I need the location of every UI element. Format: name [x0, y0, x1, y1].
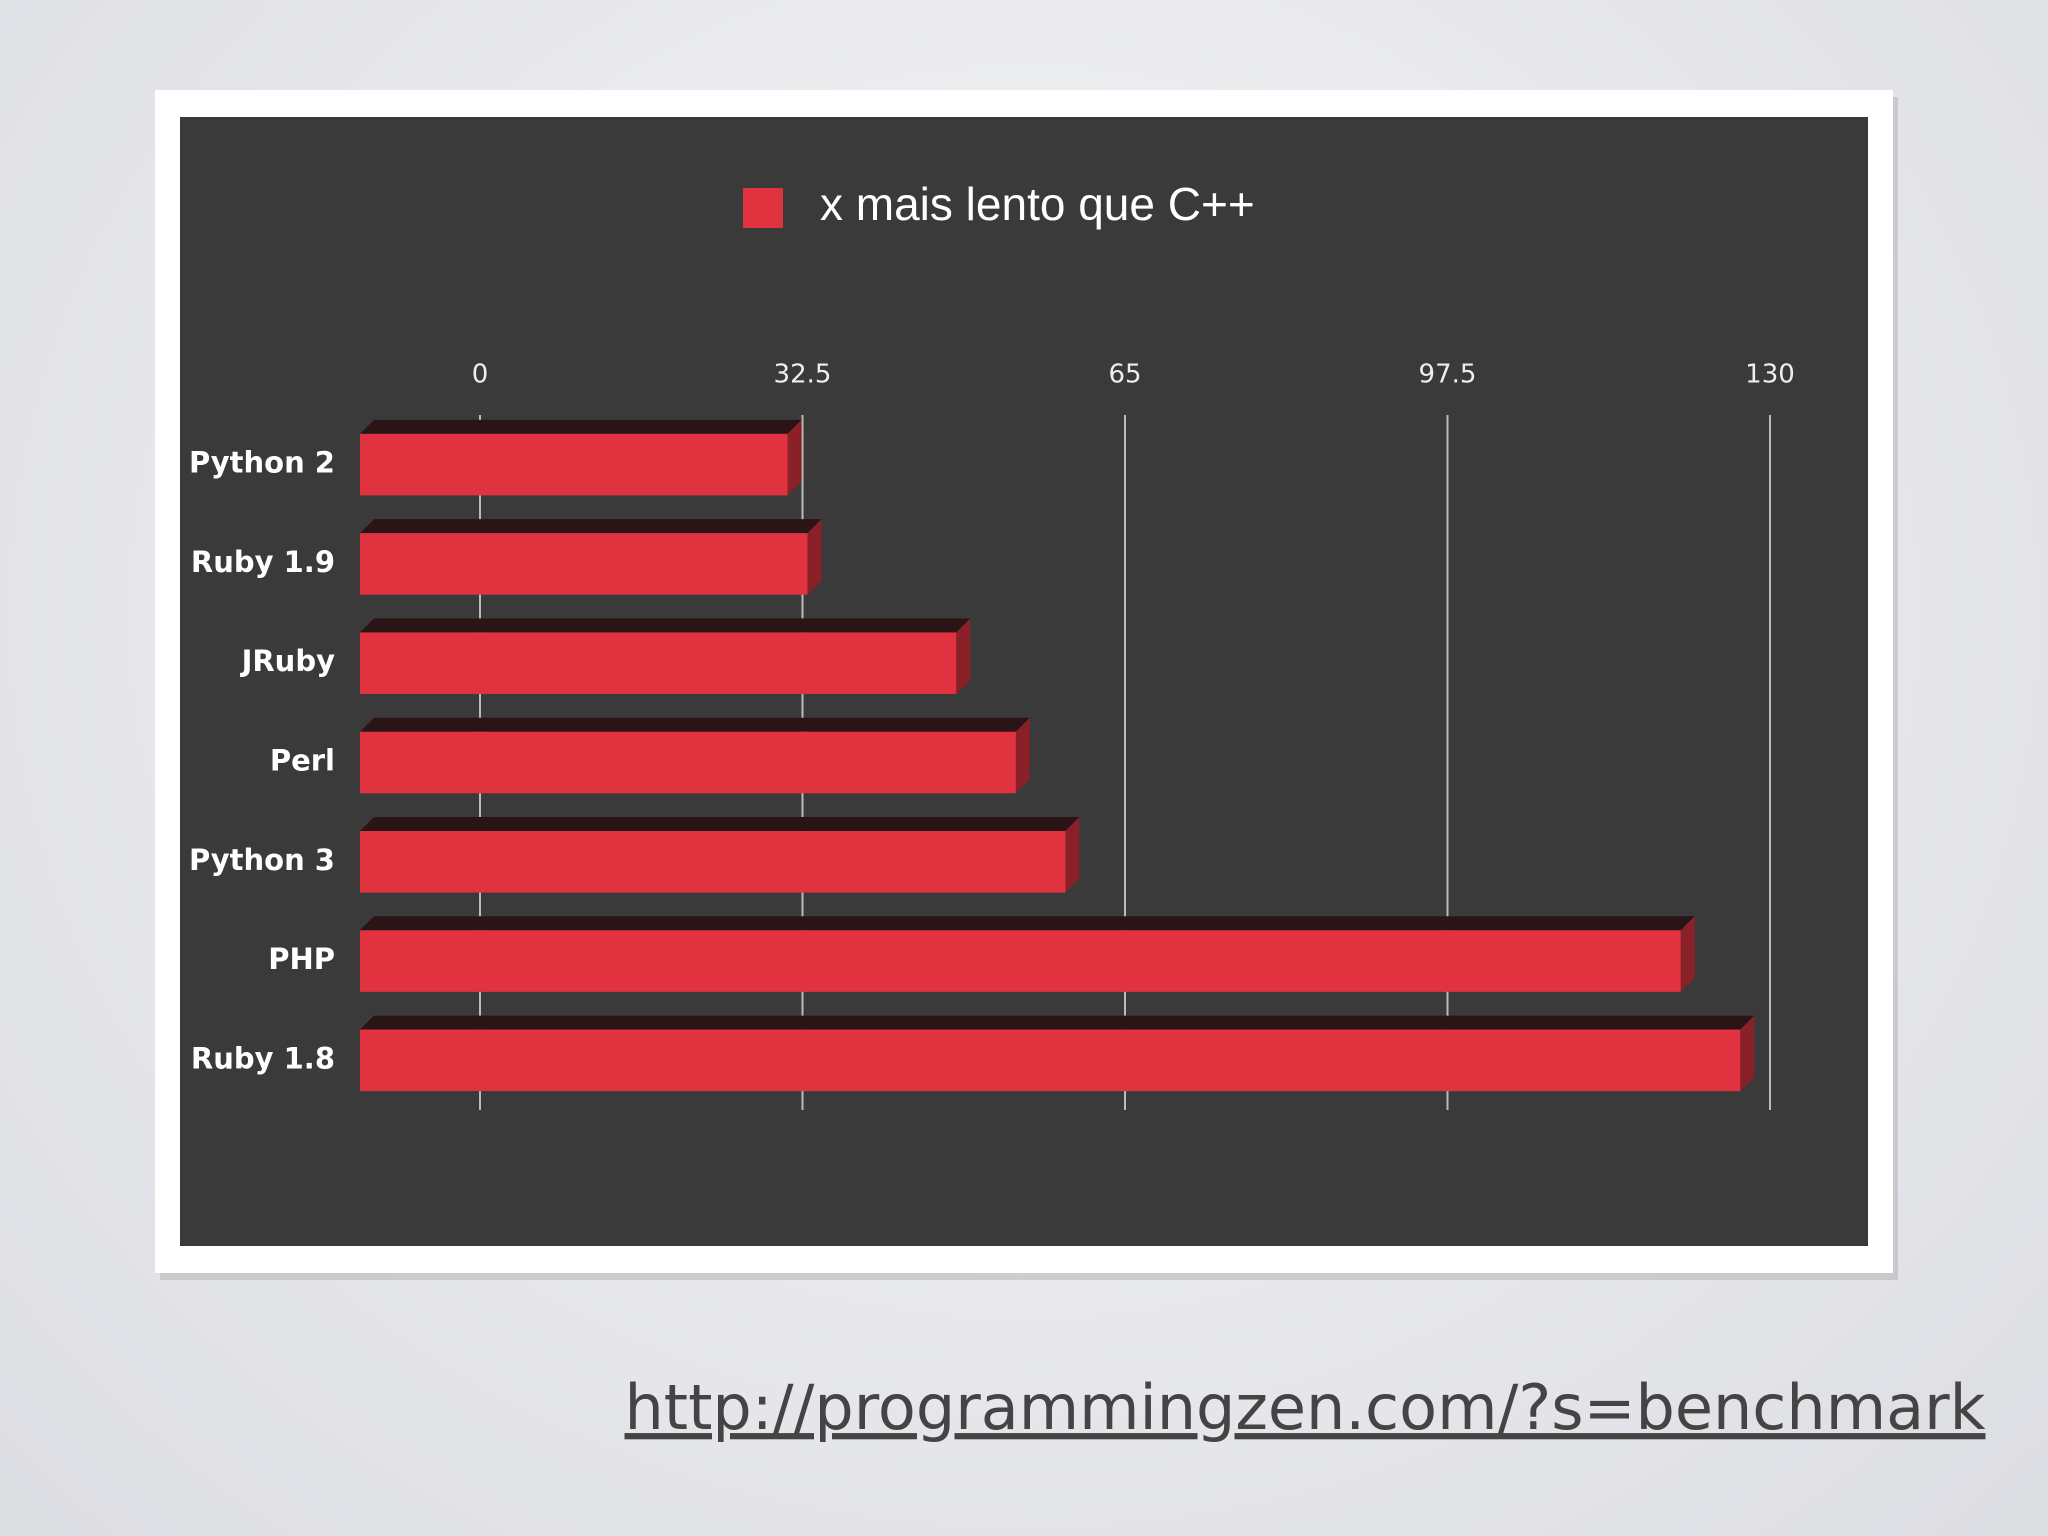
bar-top: [360, 618, 971, 633]
bar-end: [1015, 717, 1030, 794]
bar-end: [1740, 1015, 1755, 1092]
bar: [360, 831, 1066, 893]
y-tick-label: Ruby 1.8: [191, 1041, 335, 1075]
bar-end: [1065, 817, 1080, 893]
bar: [360, 533, 808, 595]
y-tick-label: Ruby 1.9: [191, 545, 335, 579]
bar-top: [360, 1015, 1755, 1030]
bar: [360, 930, 1681, 992]
bar-end: [956, 618, 971, 694]
x-tick-label: 65: [1108, 360, 1141, 390]
bar-top: [360, 419, 802, 434]
x-tick-label: 32.5: [774, 360, 832, 390]
footer-link[interactable]: http://programmingzen.com/?s=benchmark: [625, 1371, 1986, 1444]
y-tick-label: Python 2: [189, 446, 335, 480]
x-tick-label: 130: [1745, 360, 1795, 390]
y-tick-label: PHP: [268, 942, 335, 976]
bar: [360, 433, 788, 496]
bar-end: [1680, 916, 1695, 992]
bar: [360, 731, 1016, 794]
y-tick-label: Python 3: [189, 843, 335, 877]
bar-top: [360, 519, 822, 534]
bar-top: [360, 817, 1080, 832]
legend-label: x mais lento que C++: [820, 178, 1255, 230]
x-tick-label: 97.5: [1419, 360, 1477, 390]
bar: [360, 632, 957, 694]
bar: [360, 1029, 1741, 1092]
y-tick-label: JRuby: [240, 644, 336, 678]
bar-top: [360, 717, 1030, 732]
bar-end: [807, 519, 822, 595]
bar-top: [360, 916, 1695, 931]
bar-end: [787, 419, 802, 496]
x-tick-label: 0: [472, 360, 489, 390]
y-tick-label: Perl: [270, 744, 335, 778]
legend-swatch: [743, 188, 783, 228]
